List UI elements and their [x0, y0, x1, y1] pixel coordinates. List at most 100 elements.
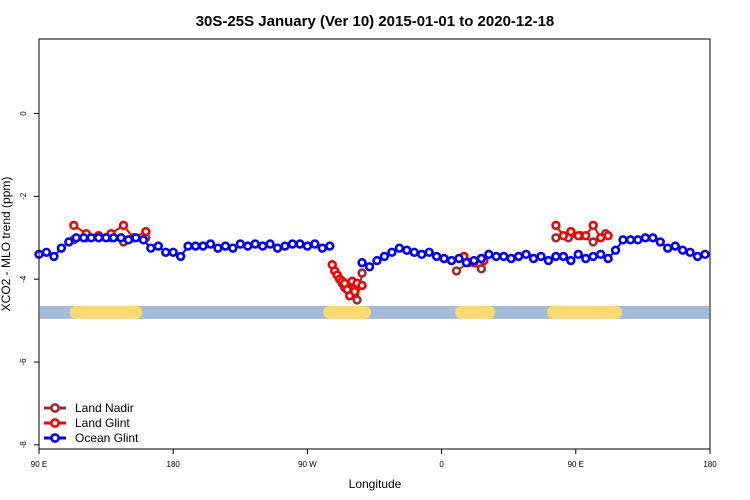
data-point	[56, 243, 67, 253]
series-line	[73, 232, 607, 301]
data-point	[146, 243, 156, 253]
data-point	[551, 220, 561, 231]
data-point	[476, 264, 487, 274]
data-point	[86, 233, 96, 243]
data-point	[228, 243, 238, 253]
data-point	[581, 253, 591, 264]
data-point	[349, 286, 360, 297]
data-point	[118, 220, 129, 231]
data-point	[663, 243, 673, 253]
legend-item: Land Nadir	[44, 401, 134, 415]
data-point	[168, 247, 178, 257]
data-point	[357, 257, 367, 268]
data-point	[588, 220, 598, 231]
data-point	[250, 239, 260, 249]
data-point	[506, 253, 516, 264]
data-point	[588, 251, 598, 262]
data-point	[141, 226, 151, 237]
data-point	[325, 241, 335, 251]
legend-label: Ocean Glint	[75, 431, 139, 445]
data-point	[101, 233, 111, 243]
data-point	[461, 257, 472, 268]
data-point	[439, 253, 449, 264]
data-point	[364, 262, 375, 272]
data-point	[190, 241, 201, 251]
data-point	[302, 241, 313, 251]
data-point	[431, 251, 442, 262]
legend-label: Land Nadir	[75, 401, 134, 415]
data-point	[551, 251, 561, 262]
data-point	[108, 233, 119, 243]
series-land-nadir	[69, 228, 611, 305]
x-tick-label: 90 E	[31, 460, 47, 469]
legend-item: Ocean Glint	[44, 431, 139, 445]
legend-item: Land Glint	[44, 416, 130, 430]
data-point	[633, 235, 643, 245]
data-point	[625, 235, 636, 245]
data-point	[317, 243, 328, 253]
data-point	[603, 231, 613, 241]
data-point	[543, 255, 554, 266]
x-axis-label: Longitude	[349, 477, 402, 491]
data-point	[446, 255, 457, 266]
data-point	[595, 249, 606, 260]
data-point	[417, 249, 427, 260]
data-point	[287, 239, 298, 249]
data-point	[116, 233, 126, 243]
data-point	[394, 243, 405, 253]
data-point	[402, 245, 412, 255]
data-point	[573, 249, 583, 260]
data-point	[670, 241, 680, 251]
y-tick-label: 0	[19, 111, 28, 116]
x-axis: 90 E 180 90 W 0 90 E 180	[31, 449, 717, 469]
y-tick-label: -6	[19, 358, 28, 366]
y-axis: 0 -2 -4 -6 -8	[19, 111, 39, 448]
data-point	[491, 251, 501, 262]
data-point	[536, 251, 546, 262]
data-point	[295, 239, 305, 249]
data-point	[41, 247, 52, 257]
x-tick-label: 180	[703, 460, 717, 469]
series-ocean-glint	[34, 233, 710, 272]
x-tick-label: 180	[167, 460, 181, 469]
data-point	[469, 255, 479, 266]
legend-marker	[50, 418, 60, 428]
chart-title: 30S-25S January (Ver 10) 2015-01-01 to 2…	[196, 13, 555, 30]
y-axis-label: XCO2 - MLO trend (ppm)	[0, 177, 13, 312]
data-point	[220, 241, 231, 251]
data-point	[198, 241, 208, 251]
data-point	[558, 251, 569, 262]
data-point	[93, 233, 104, 243]
data-point	[352, 295, 362, 305]
plot-frame	[38, 38, 711, 450]
data-point	[213, 243, 223, 253]
data-point	[618, 235, 628, 245]
data-point	[379, 251, 390, 262]
data-point	[451, 266, 462, 276]
data-point	[387, 247, 397, 257]
data-point	[183, 241, 193, 251]
data-point	[79, 233, 89, 243]
data-point	[205, 239, 216, 249]
data-point	[551, 233, 561, 243]
data-point	[573, 231, 583, 241]
data-point	[357, 268, 367, 278]
data-point	[123, 235, 134, 245]
data-point	[528, 253, 539, 264]
data-point	[603, 253, 613, 264]
x-tick-label: 0	[439, 460, 444, 469]
data-point	[357, 280, 367, 291]
data-point	[372, 255, 382, 266]
data-point	[581, 231, 591, 241]
legend-marker	[50, 433, 60, 443]
data-point	[310, 239, 320, 249]
legend-marker	[50, 403, 60, 413]
data-point	[71, 233, 81, 243]
data-point	[677, 245, 688, 255]
data-point	[640, 233, 651, 243]
data-point	[153, 241, 163, 251]
data-point	[700, 249, 710, 260]
data-point	[257, 241, 268, 251]
data-point	[513, 251, 524, 262]
